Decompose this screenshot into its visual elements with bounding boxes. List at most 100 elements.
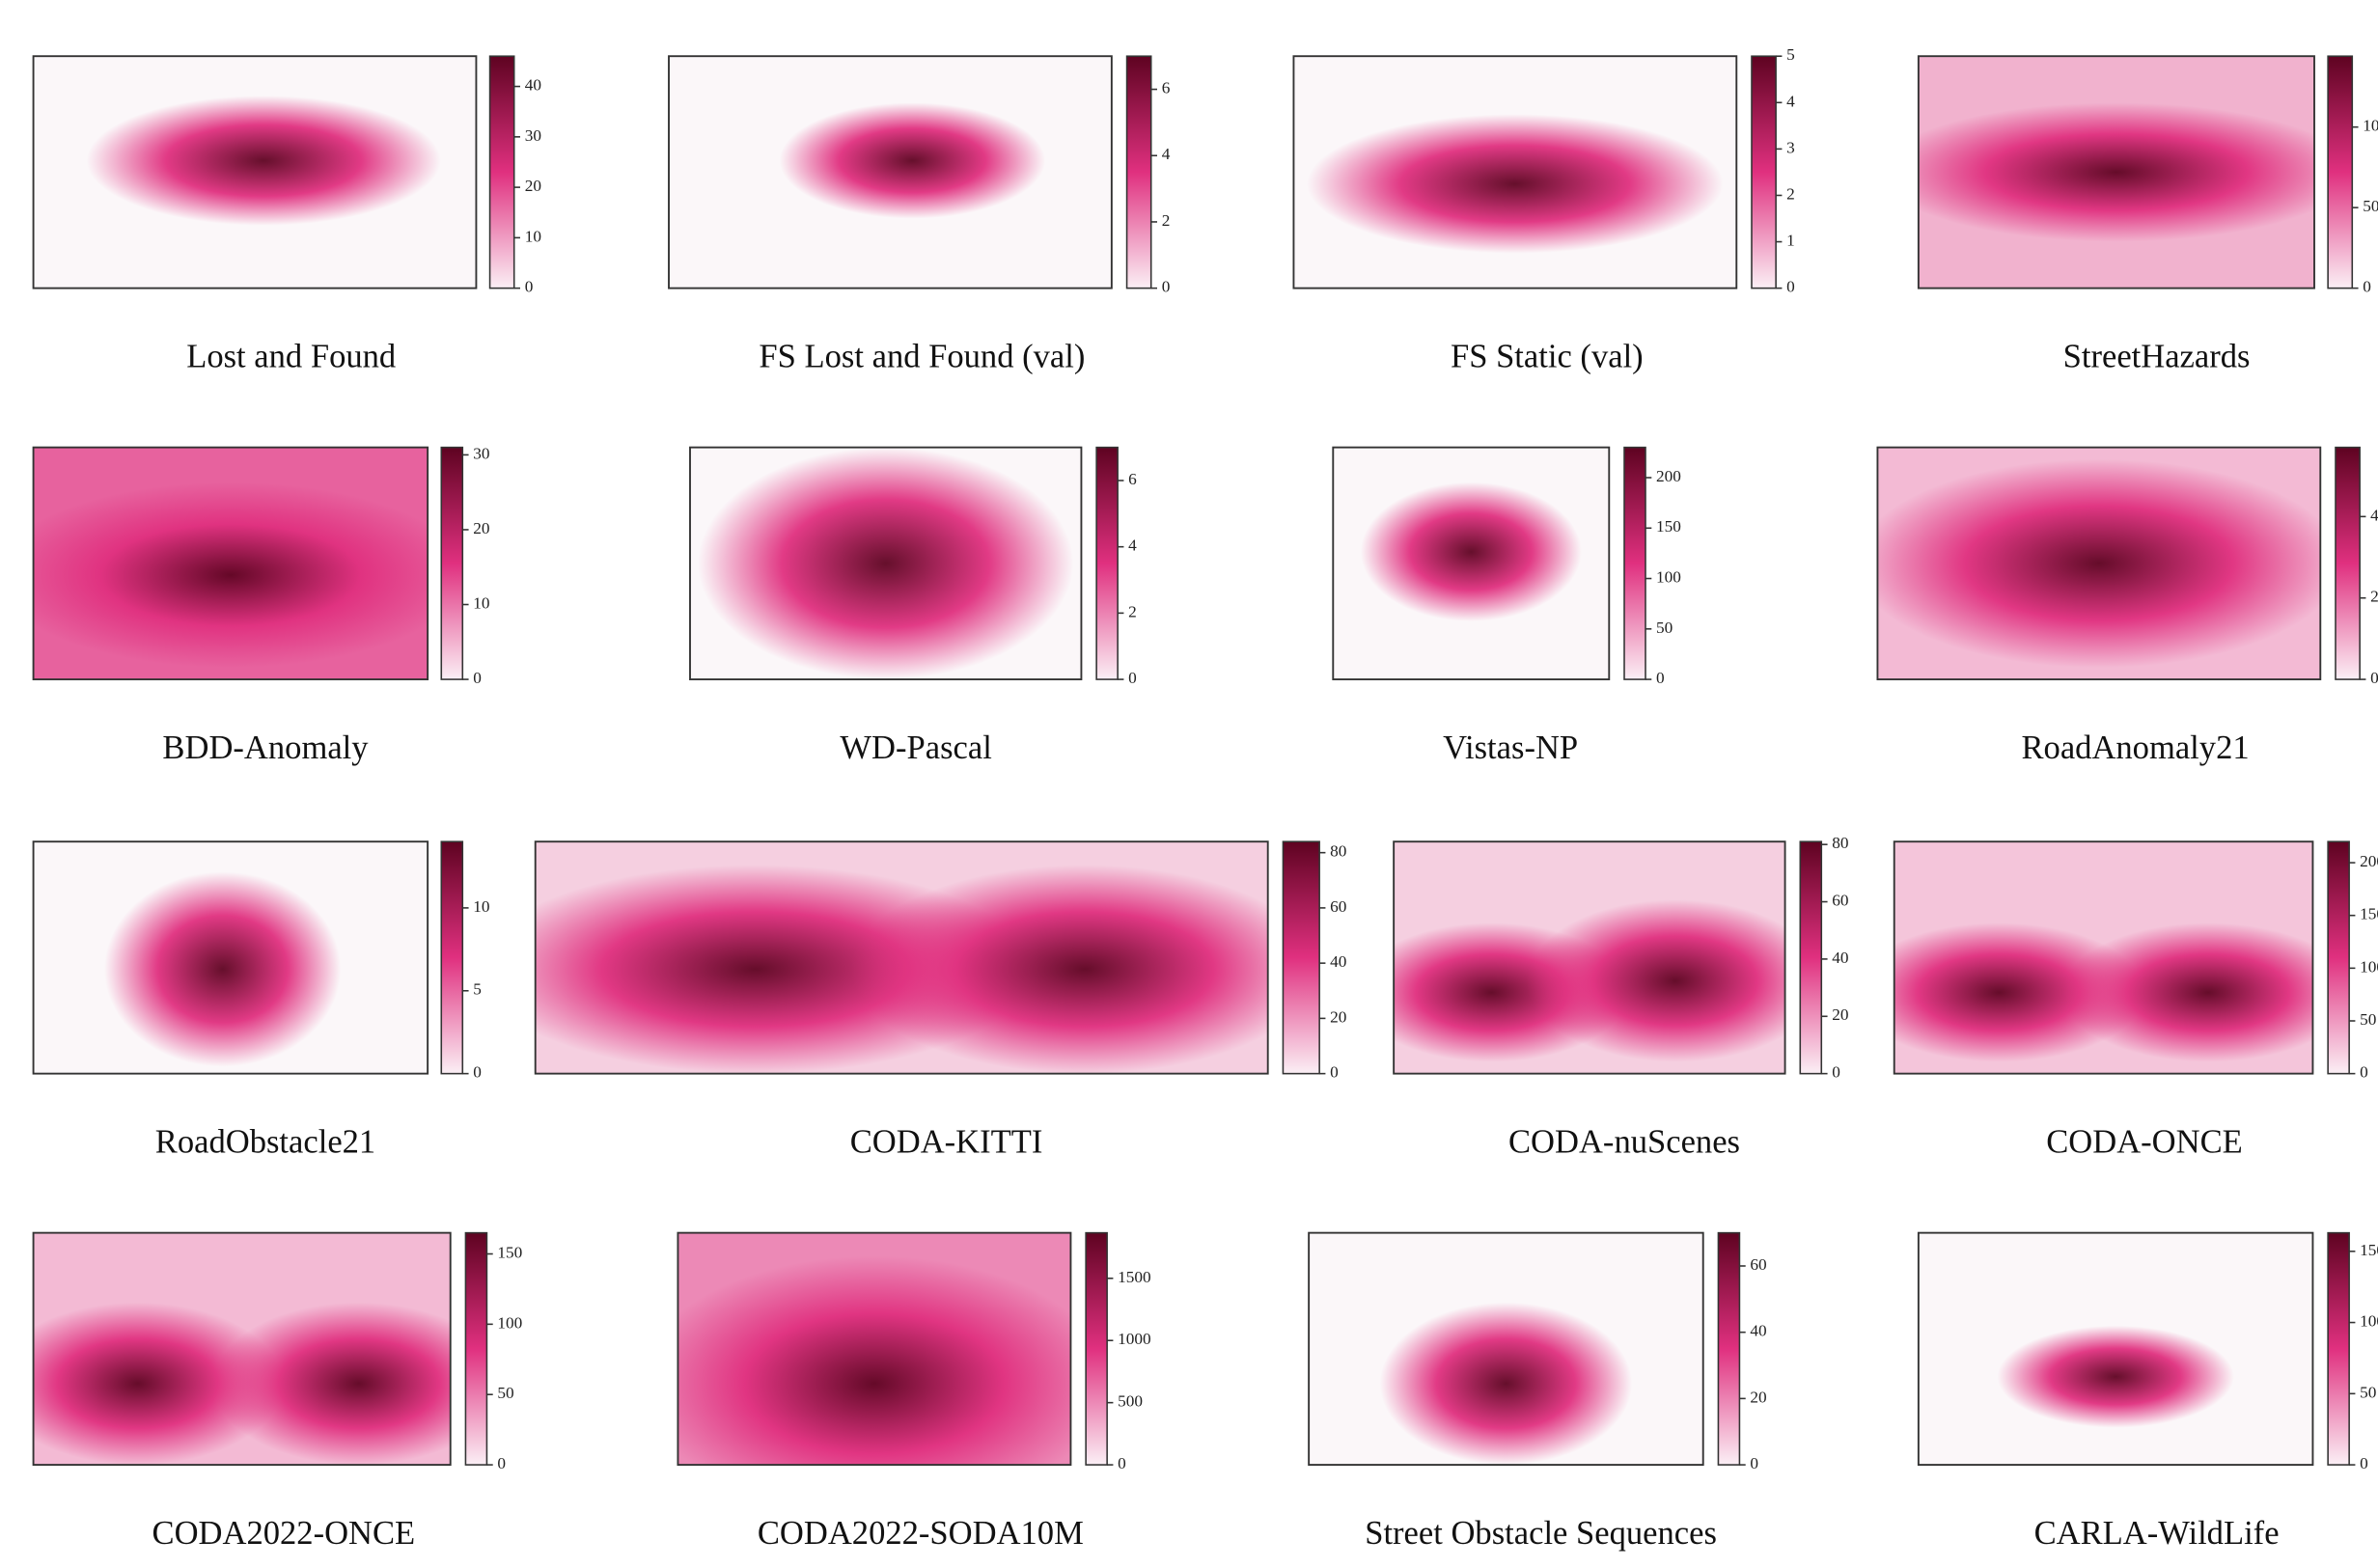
heatmap-image bbox=[1997, 1325, 2234, 1428]
colorbar-tick-label: 20 bbox=[1832, 1005, 1848, 1024]
colorbar-tick-label: 5 bbox=[1786, 45, 1795, 64]
colorbar bbox=[440, 840, 464, 1075]
heatmap-frame bbox=[1308, 1231, 1704, 1467]
heatmap-image bbox=[1877, 447, 2321, 680]
panel-title: FS Static (val) bbox=[1451, 338, 1644, 374]
heatmap-frame bbox=[677, 1231, 1072, 1467]
colorbar-tick-label: 0 bbox=[1162, 278, 1171, 296]
colorbar-tick-label: 0 bbox=[1786, 278, 1795, 296]
heatmap-panel: 0 20 40 60 Street Obstacle Sequences bbox=[1308, 1231, 1767, 1552]
colorbar bbox=[1751, 55, 1777, 289]
panel-title: Lost and Found bbox=[186, 338, 396, 374]
panel-title: CODA2022-ONCE bbox=[152, 1515, 416, 1552]
colorbar-tick-label: 0 bbox=[497, 1454, 506, 1472]
colorbar bbox=[488, 55, 515, 289]
heatmap-panel: 0 10 20 30 BDD-Anomaly bbox=[32, 444, 490, 766]
heatmap-frame bbox=[1893, 840, 2314, 1075]
panel-title: FS Lost and Found (val) bbox=[759, 338, 1085, 374]
heatmap-frame bbox=[32, 446, 429, 681]
colorbar-tick-label: 0 bbox=[1330, 1063, 1339, 1082]
colorbar-tick-label: 60 bbox=[1330, 897, 1346, 916]
colorbar-tick-label: 20 bbox=[473, 519, 489, 537]
colorbar-tick-label: 1000 bbox=[1118, 1330, 1151, 1348]
colorbar bbox=[2335, 446, 2361, 680]
colorbar bbox=[464, 1231, 488, 1466]
colorbar-tick-label: 20 bbox=[1330, 1007, 1346, 1026]
colorbar-tick-label: 1500 bbox=[1118, 1268, 1151, 1286]
heatmap-panel: 0 50 100 150 CODA2022-ONCE bbox=[32, 1231, 522, 1552]
heatmap-panel: 0 5 10 RoadObstacle21 bbox=[32, 840, 490, 1160]
panel-title: CODA-nuScenes bbox=[1508, 1123, 1740, 1160]
colorbar-tick-label: 2 bbox=[1162, 211, 1171, 230]
colorbar-tick-label: 20 bbox=[2370, 588, 2378, 606]
heatmap-density bbox=[1877, 458, 2321, 669]
heatmap-frame bbox=[668, 55, 1113, 289]
colorbar-tick-label: 3 bbox=[1786, 138, 1795, 156]
colorbar bbox=[2327, 55, 2354, 289]
colorbar-tick-label: 0 bbox=[2360, 1454, 2368, 1472]
colorbar bbox=[1717, 1231, 1741, 1466]
colorbar-tick-label: 50 bbox=[2363, 197, 2378, 215]
colorbar-tick-label: 2 bbox=[1128, 602, 1137, 620]
colorbar-tick-label: 0 bbox=[1832, 1063, 1840, 1082]
colorbar bbox=[1623, 446, 1646, 680]
heatmap-image bbox=[1394, 841, 1785, 1074]
colorbar-tick-label: 50 bbox=[497, 1384, 513, 1402]
heatmap-image bbox=[33, 447, 429, 680]
heatmap-density bbox=[1360, 481, 1582, 621]
panel-title: Vistas-NP bbox=[1443, 729, 1578, 766]
colorbar-tick-label: 200 bbox=[1656, 467, 1681, 485]
heatmap-frame bbox=[1393, 840, 1786, 1075]
colorbar-tick-label: 5 bbox=[473, 980, 482, 999]
heatmap-frame bbox=[689, 446, 1083, 681]
heatmap-frame bbox=[1876, 446, 2322, 681]
colorbar-tick-label: 50 bbox=[2360, 1383, 2376, 1401]
heatmap-density bbox=[1997, 1325, 2234, 1428]
colorbar-tick-label: 4 bbox=[1786, 92, 1795, 110]
colorbar bbox=[1085, 1231, 1108, 1466]
heatmap-density bbox=[2061, 922, 2313, 1062]
heatmap-frame bbox=[1332, 446, 1611, 681]
heatmap-image bbox=[535, 841, 1268, 1074]
colorbar-tick-label: 100 bbox=[1656, 568, 1681, 587]
heatmap-image bbox=[677, 1232, 1071, 1466]
colorbar-tick-label: 150 bbox=[1656, 517, 1681, 536]
heatmap-frame bbox=[1917, 55, 2315, 289]
colorbar-tick-label: 80 bbox=[1330, 842, 1346, 861]
heatmap-image bbox=[1379, 1302, 1633, 1466]
colorbar-tick-label: 40 bbox=[1330, 952, 1346, 971]
panel-title: CODA2022-SODA10M bbox=[758, 1515, 1084, 1552]
colorbar-tick-label: 50 bbox=[1656, 619, 1673, 637]
panel-title: RoadObstacle21 bbox=[155, 1123, 375, 1160]
colorbar-tick-label: 200 bbox=[2360, 852, 2378, 870]
heatmap-panel: 0 20 40 60 80 CODA-KITTI bbox=[534, 840, 1346, 1160]
colorbar-tick-label: 0 bbox=[473, 1063, 482, 1082]
heatmap-panel: 0 50 100 150 CARLA-WildLife bbox=[1917, 1231, 2378, 1552]
colorbar-tick-label: 100 bbox=[2360, 1312, 2378, 1331]
heatmap-density bbox=[677, 1255, 1071, 1466]
heatmap-density bbox=[33, 1302, 284, 1466]
heatmap-density bbox=[1527, 899, 1785, 1062]
heatmap-image bbox=[1894, 841, 2313, 1074]
heatmap-panel: 0 50 100 StreetHazards bbox=[1917, 55, 2378, 374]
colorbar bbox=[440, 446, 464, 680]
panel-title: StreetHazards bbox=[2063, 338, 2251, 374]
colorbar-tick-label: 0 bbox=[525, 278, 534, 296]
colorbar bbox=[2327, 840, 2350, 1075]
colorbar-tick-label: 20 bbox=[525, 177, 541, 195]
panel-title: CODA-KITTI bbox=[850, 1123, 1043, 1160]
colorbar-tick-label: 0 bbox=[1656, 669, 1665, 687]
heatmap-frame bbox=[534, 840, 1269, 1075]
colorbar bbox=[1282, 840, 1320, 1075]
colorbar-tick-label: 40 bbox=[525, 76, 541, 95]
colorbar-tick-label: 1 bbox=[1786, 232, 1795, 250]
colorbar-tick-label: 0 bbox=[1128, 669, 1137, 687]
colorbar-tick-label: 60 bbox=[1832, 892, 1848, 910]
heatmap-density bbox=[1918, 102, 2314, 242]
colorbar bbox=[1799, 840, 1823, 1075]
colorbar-tick-label: 60 bbox=[1750, 1255, 1766, 1274]
colorbar bbox=[1125, 55, 1152, 289]
heatmap-image bbox=[104, 871, 342, 1067]
heatmap-frame bbox=[32, 1231, 452, 1467]
